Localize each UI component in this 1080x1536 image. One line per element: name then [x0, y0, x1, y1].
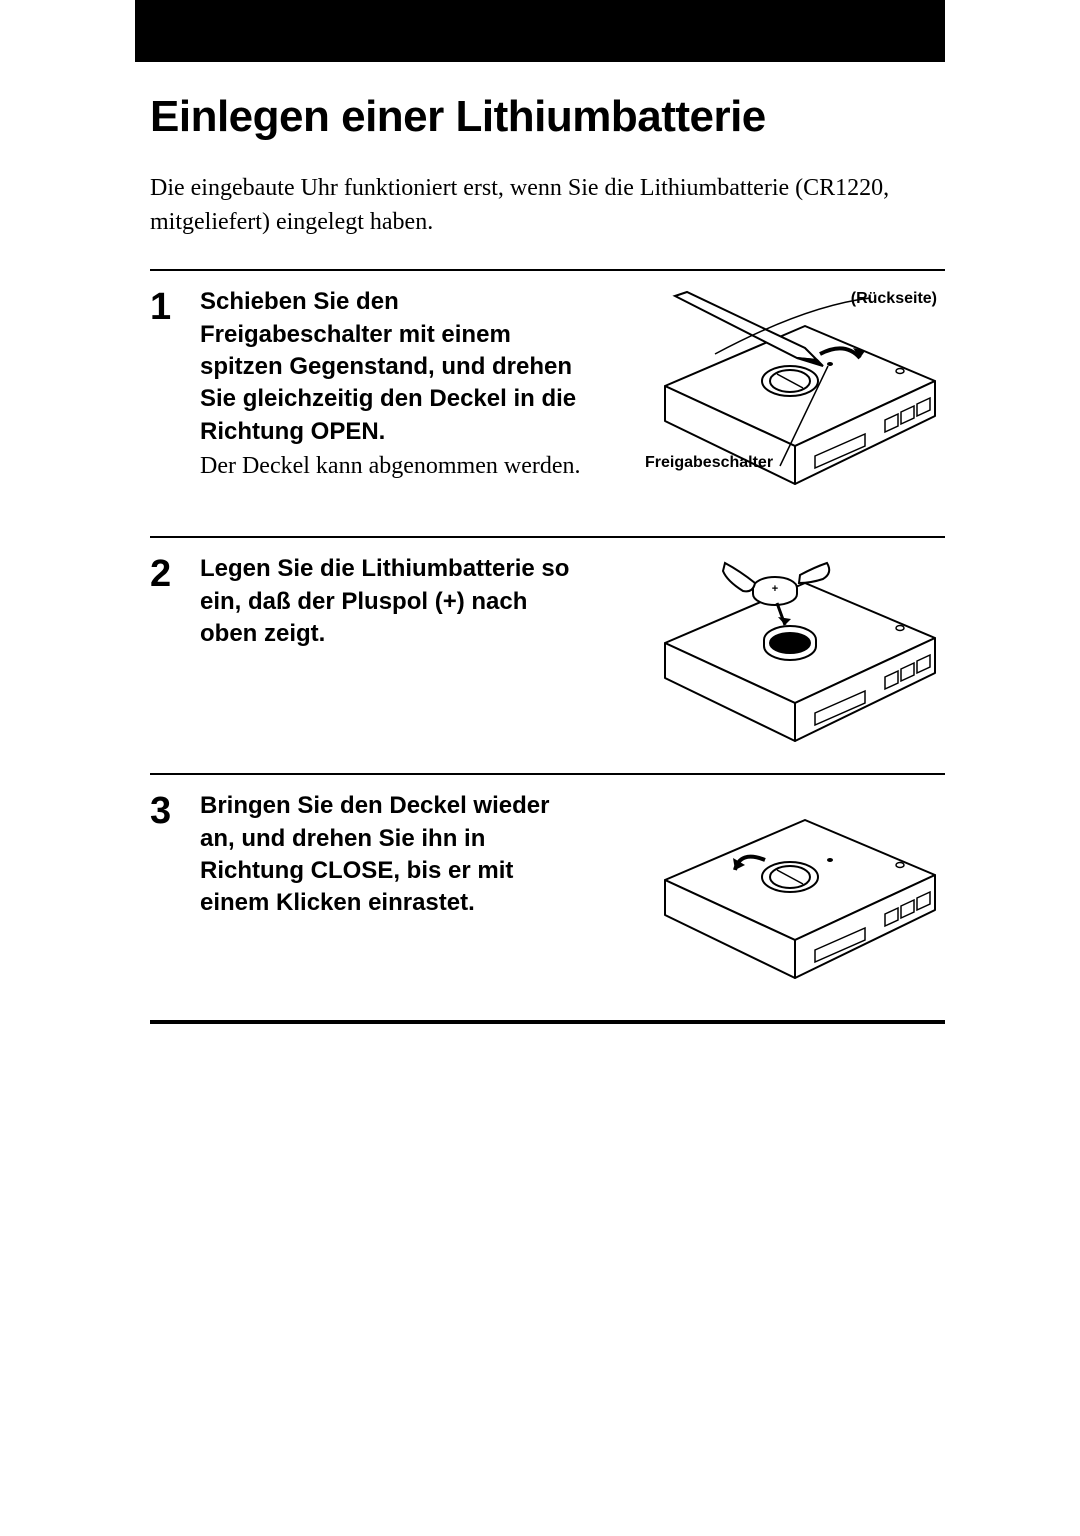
step-1-subtext: Der Deckel kann abgenommen werden.: [200, 450, 585, 482]
device-illustration-2: +: [605, 553, 945, 753]
page-content: Einlegen einer Lithiumbatterie Die einge…: [0, 62, 1080, 1024]
step-2-number: 2: [150, 553, 200, 593]
step-3-instruction: Bringen Sie den Deckel wieder an, und dr…: [200, 790, 585, 920]
steps-end-rule: [150, 1020, 945, 1024]
device-illustration-3: [605, 790, 945, 990]
step-2: 2 Legen Sie die Lithiumbatterie so ein, …: [150, 536, 945, 773]
steps-list: 1 Schieben Sie den Freigabeschalter mit …: [150, 269, 945, 1024]
step-3: 3 Bringen Sie den Deckel wieder an, und …: [150, 773, 945, 1010]
step-1: 1 Schieben Sie den Freigabeschalter mit …: [150, 269, 945, 536]
intro-paragraph: Die eingebaute Uhr funktioniert erst, we…: [150, 172, 945, 239]
top-bar: [135, 0, 945, 62]
step-2-figure: +: [605, 553, 945, 753]
device-illustration-1: [605, 286, 945, 516]
svg-text:+: +: [772, 583, 778, 595]
figure-label-release: Freigabeschalter: [645, 454, 773, 472]
step-2-instruction: Legen Sie die Lithiumbatterie so ein, da…: [200, 553, 585, 650]
step-3-figure: [605, 790, 945, 990]
step-1-number: 1: [150, 286, 200, 326]
figure-label-back: (Rückseite): [851, 290, 937, 308]
step-1-instruction: Schieben Sie den Freigabeschalter mit ei…: [200, 286, 585, 448]
step-1-figure: (Rückseite) Freigabeschalter: [605, 286, 945, 516]
page-title: Einlegen einer Lithiumbatterie: [150, 92, 945, 142]
step-3-number: 3: [150, 790, 200, 830]
